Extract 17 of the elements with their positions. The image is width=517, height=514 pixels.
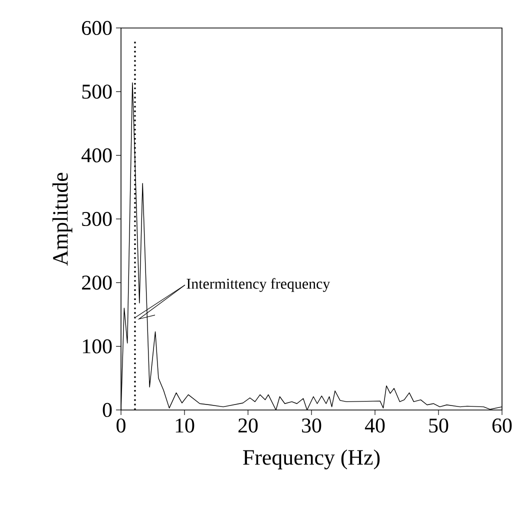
annotation: Intermittency frequency: [186, 278, 330, 292]
y-tick-label: 500: [82, 84, 112, 99]
x-axis-title: Frequency (Hz): [243, 449, 380, 470]
x-tick-label: 60: [492, 418, 512, 433]
y-tick-label: 600: [82, 20, 112, 36]
x-tick-label: 40: [364, 418, 385, 433]
x-tick-label: 30: [302, 418, 322, 433]
y-tick-label: 400: [82, 148, 112, 162]
y-tick-label: 0: [102, 402, 112, 418]
y-tick-label: 100: [82, 339, 112, 354]
y-tick-label: 300: [82, 212, 112, 226]
y-tick-label: 200: [82, 276, 112, 290]
x-tick-label: 0: [116, 418, 126, 433]
x-tick-label: 50: [429, 418, 448, 433]
y-axis-title: Amplitude: [52, 172, 72, 266]
x-tick-label: 10: [176, 418, 194, 433]
x-tick-label: 20: [238, 418, 258, 433]
